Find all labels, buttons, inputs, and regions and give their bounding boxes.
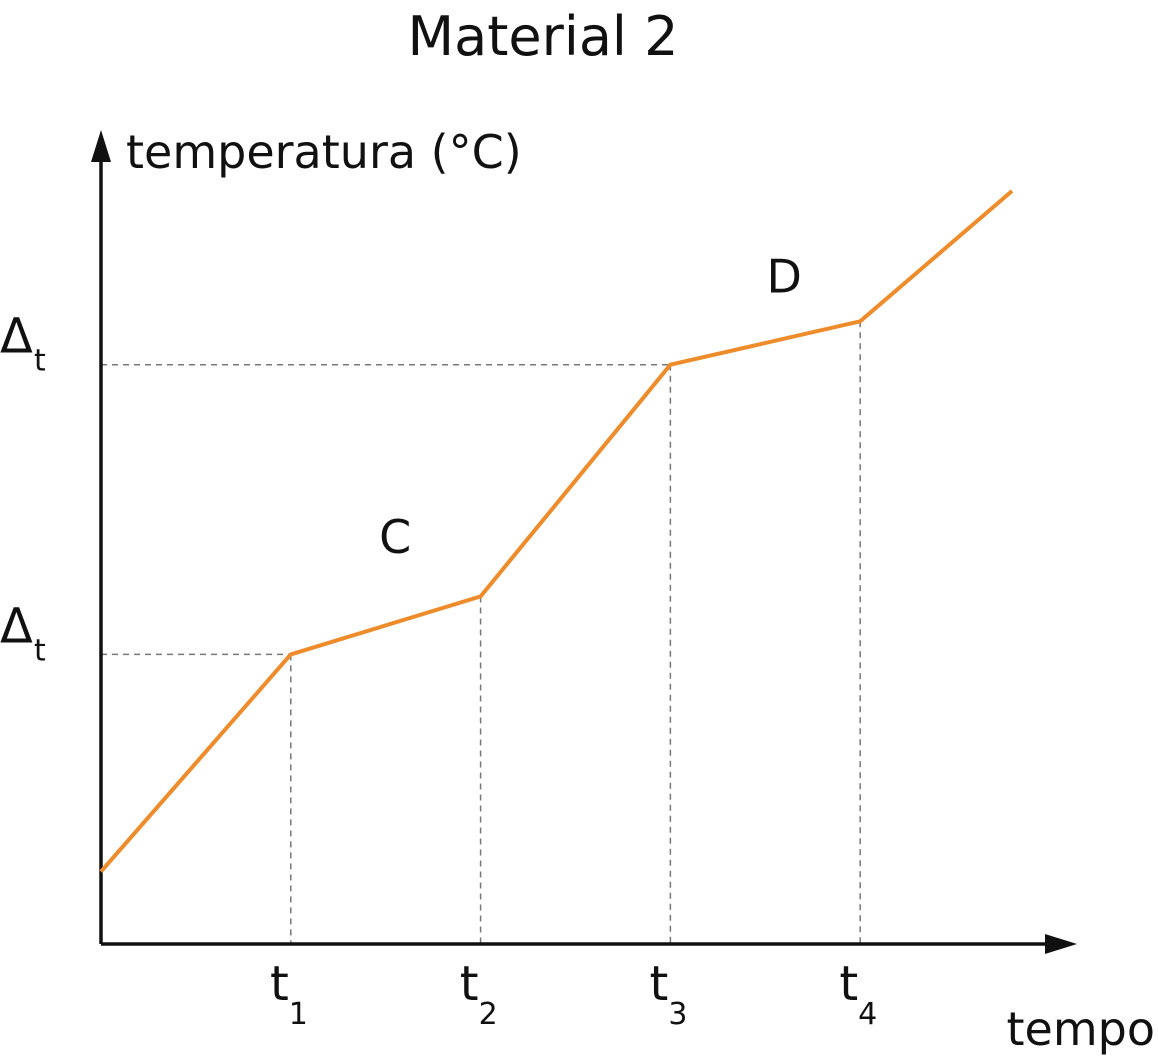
x-tick-label: t2: [460, 956, 498, 1032]
x-tick-sub: 2: [479, 997, 498, 1032]
x-tick-label: t3: [650, 956, 688, 1032]
region-label: C: [379, 510, 411, 564]
x-tick-sub: 1: [289, 997, 308, 1032]
series-line: [99, 189, 1014, 873]
axes: [91, 130, 1077, 954]
annotations: CD: [379, 249, 802, 564]
x-tick-sub: 3: [668, 997, 687, 1032]
x-axis-arrow: [1045, 934, 1077, 954]
y-tick-main: Δ: [0, 598, 33, 654]
x-tick-label: t1: [270, 956, 308, 1032]
x-axis-label: tempo: [1007, 1002, 1156, 1056]
y-axis-arrow: [91, 130, 111, 162]
x-tick-main: t: [460, 956, 479, 1012]
guide-lines: [101, 321, 861, 944]
x-tick-sub: 4: [858, 997, 877, 1032]
x-tick-main: t: [650, 956, 669, 1012]
y-axis-label: temperatura (°C): [126, 125, 522, 179]
y-tick-main: Δ: [0, 309, 33, 365]
x-tick-label: t4: [839, 956, 877, 1032]
y-tick-sub: t: [34, 633, 46, 668]
chart-title: Material 2: [408, 5, 679, 68]
series-layer: [99, 189, 1014, 873]
y-tick-sub: t: [34, 344, 46, 379]
x-tick-main: t: [270, 956, 289, 1012]
region-label: D: [767, 249, 802, 303]
x-tick-main: t: [839, 956, 858, 1012]
